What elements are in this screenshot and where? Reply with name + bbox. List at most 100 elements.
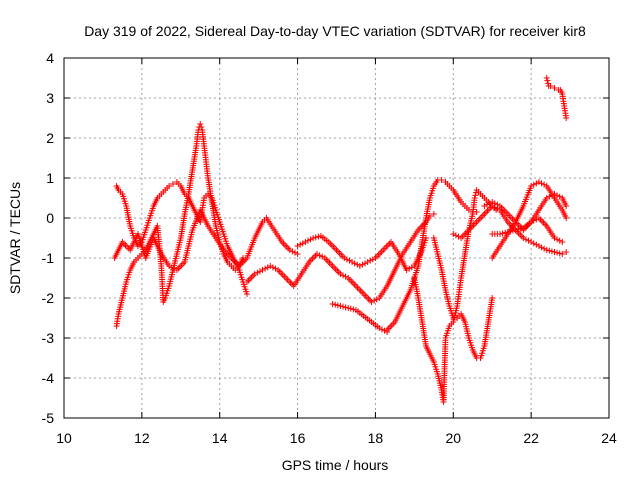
x-tick-label: 20 [445,430,461,446]
data-point [530,181,537,188]
y-tick-label: -2 [42,290,55,306]
data-point [497,231,503,237]
data-point [329,301,336,307]
data-point [316,252,323,259]
data-point [378,326,385,333]
data-point [346,257,353,264]
data-point [543,75,550,81]
y-tick-label: 3 [46,90,54,106]
data-point [551,191,558,197]
data-point [371,297,378,304]
data-point [484,201,491,208]
data-point [507,228,514,235]
data-point [289,248,296,255]
data-point [334,302,341,309]
data-point [350,306,357,313]
data-point [269,264,276,271]
data-point [543,195,550,201]
data-point [166,183,173,189]
axis-ticks [63,57,610,419]
data-point [517,225,524,232]
data-point [297,241,304,248]
data-point [381,327,388,334]
data-point [294,243,301,249]
data-point [367,257,374,264]
data-point [543,247,550,253]
data-point [554,192,561,199]
data-point [286,247,293,253]
data-point [551,249,558,255]
data-point [554,249,561,256]
data-point [368,299,375,305]
x-tick-label: 16 [290,430,306,446]
data-point [481,203,488,209]
y-tick-label: 4 [46,50,54,66]
data-point [546,193,553,200]
plot-frame [63,57,610,419]
data-point [343,256,350,263]
data-point [403,267,410,273]
data-point [438,177,445,183]
data-point [533,180,540,187]
data-point [556,250,563,257]
data-point [259,267,266,273]
series-track-n [543,75,570,121]
data-point [563,115,570,121]
data-point [312,234,319,241]
data-point [349,259,356,265]
data-point [471,195,478,201]
x-tick-labels: 10 12 14 16 18 20 22 24 [56,430,617,446]
data-point [264,264,271,271]
data-point [369,256,376,263]
data-point [525,237,532,244]
series-track-e [294,233,430,273]
data-point [356,263,363,269]
data-point [535,179,542,185]
data-point [341,255,348,261]
y-tick-label: -1 [42,250,55,266]
data-point [304,237,311,244]
data-point [489,199,496,205]
data-point [528,183,535,189]
data-point [170,181,176,187]
data-point [491,200,498,207]
data-point [546,247,553,254]
series-track-k [489,179,570,261]
data-point [315,233,322,240]
data-point [272,265,279,272]
series-track-c [111,207,301,273]
data-point [299,240,306,247]
data-point [509,227,516,234]
x-tick-label: 24 [601,430,617,446]
y-tick-label: -3 [42,330,55,346]
x-tick-label: 10 [56,430,72,446]
data-point [256,268,263,275]
data-point [168,264,175,271]
data-point [302,239,309,245]
data-point [512,227,519,233]
data-point [339,272,346,279]
x-tick-label: 14 [212,430,228,446]
data-point [559,251,566,257]
data-point [337,271,344,277]
data-point [556,193,563,200]
series-track-i [430,235,496,361]
data-point [166,263,173,269]
data-point [548,248,555,255]
data-point [522,236,529,243]
data-point [376,325,383,331]
data-point [541,245,548,252]
data-point [472,189,479,196]
data-point [319,253,326,260]
data-point [541,181,548,188]
series-track-f [329,301,391,335]
data-point [364,259,371,265]
data-point [197,121,204,127]
data-point [551,235,558,241]
data-point [563,203,570,209]
data-point [354,261,361,268]
data-point [538,180,545,187]
data-point [551,85,558,91]
data-point [291,249,298,256]
